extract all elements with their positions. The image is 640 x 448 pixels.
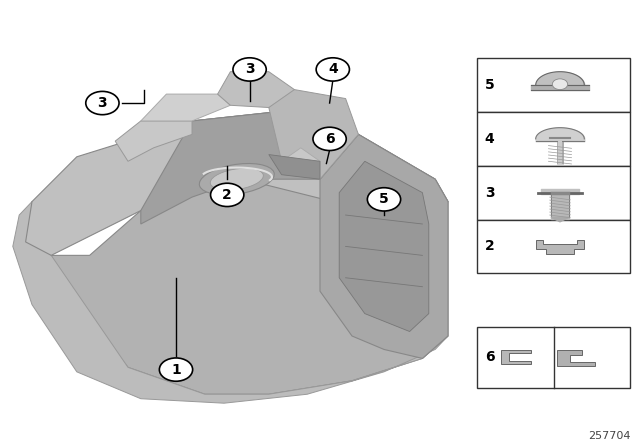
Ellipse shape <box>199 164 275 195</box>
Polygon shape <box>115 121 192 161</box>
Ellipse shape <box>211 168 263 190</box>
Circle shape <box>552 79 568 90</box>
Bar <box>477 327 630 388</box>
Polygon shape <box>26 112 448 394</box>
Circle shape <box>159 358 193 381</box>
Text: 4: 4 <box>328 62 338 77</box>
Bar <box>477 112 630 166</box>
Polygon shape <box>501 350 531 364</box>
Text: 3: 3 <box>484 185 495 200</box>
Polygon shape <box>536 240 584 254</box>
Polygon shape <box>551 217 569 222</box>
Bar <box>477 58 630 112</box>
Circle shape <box>86 91 119 115</box>
Circle shape <box>233 58 266 81</box>
Polygon shape <box>282 148 320 179</box>
Polygon shape <box>269 155 320 179</box>
Text: 5: 5 <box>484 78 495 92</box>
Polygon shape <box>13 202 448 403</box>
Text: 3: 3 <box>244 62 255 77</box>
Polygon shape <box>339 161 429 332</box>
Bar <box>477 166 630 220</box>
Circle shape <box>316 58 349 81</box>
Polygon shape <box>269 90 358 179</box>
Polygon shape <box>141 94 230 121</box>
Text: 5: 5 <box>379 192 389 207</box>
Polygon shape <box>320 134 448 358</box>
Polygon shape <box>141 112 358 224</box>
Circle shape <box>211 183 244 207</box>
Text: 6: 6 <box>484 350 495 364</box>
Polygon shape <box>218 72 294 108</box>
Text: 2: 2 <box>484 239 495 254</box>
Polygon shape <box>26 112 448 255</box>
Text: 1: 1 <box>171 362 181 377</box>
Polygon shape <box>557 350 595 366</box>
Circle shape <box>367 188 401 211</box>
Circle shape <box>313 127 346 151</box>
Text: 257704: 257704 <box>588 431 630 441</box>
Text: 3: 3 <box>97 96 108 110</box>
Text: 6: 6 <box>324 132 335 146</box>
Text: 2: 2 <box>222 188 232 202</box>
Text: 4: 4 <box>484 132 495 146</box>
Bar <box>477 220 630 273</box>
